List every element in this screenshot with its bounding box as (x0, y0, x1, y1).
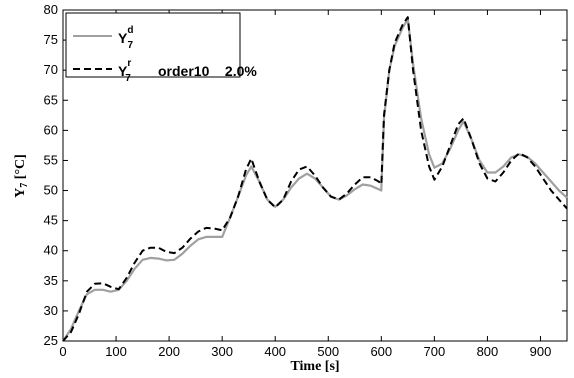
x-tick-label: 700 (424, 344, 446, 359)
y-tick-label: 30 (44, 303, 58, 318)
x-tick-label: 200 (158, 344, 180, 359)
y-tick-label: 40 (44, 243, 58, 258)
legend-label-series-1-main: Y (118, 30, 128, 46)
y-axis-title-unit: [°C] (13, 154, 28, 183)
y-axis-title-main: Y (13, 188, 28, 198)
y-tick-label: 60 (44, 122, 58, 137)
y-axis-title: Y7 [°C] (13, 154, 30, 198)
x-tick-label: 300 (211, 344, 233, 359)
y-tick-label: 45 (44, 213, 58, 228)
y-tick-label: 50 (44, 183, 58, 198)
legend-label-series-2-sub: 7 (125, 73, 131, 84)
x-tick-label: 600 (370, 344, 392, 359)
y-tick-label: 35 (44, 273, 58, 288)
legend-label-series-1: Yd 7 (118, 25, 133, 51)
legend-label-series-1-sup: d (127, 25, 133, 36)
x-tick-label: 800 (477, 344, 499, 359)
x-tick-label: 0 (59, 344, 66, 359)
y-tick-label: 65 (44, 92, 58, 107)
legend-label-series-1-sub: 7 (127, 40, 133, 51)
legend-label-series-2-extra: order10 2.0% (158, 63, 257, 79)
x-tick-label: 500 (317, 344, 339, 359)
x-tick-label: 900 (530, 344, 552, 359)
legend-box (65, 12, 241, 78)
legend: Yd 7 Yr 7 order10 2.0% (65, 12, 257, 84)
legend-label-series-2: Yr 7 order10 2.0% (118, 58, 257, 84)
series-layer (62, 16, 568, 342)
y-tick-label: 25 (44, 333, 58, 348)
y-tick-label: 75 (44, 32, 58, 47)
legend-label-series-2-main: Y (118, 63, 128, 79)
y-tick-label: 80 (44, 2, 58, 17)
legend-label-series-2-sup: r (127, 58, 131, 69)
x-tick-label: 100 (105, 344, 127, 359)
y-tick-label: 70 (44, 62, 58, 77)
y-axis-title-sub: 7 (19, 183, 30, 188)
axis-ticks: 0 100 200 300 400 500 600 700 800 900 25 30 35 40 45 50… (44, 2, 567, 359)
x-axis-title: Time [s] (290, 359, 339, 374)
series-line-2 (62, 16, 568, 342)
x-tick-label: 400 (264, 344, 286, 359)
y-tick-label: 55 (44, 152, 58, 167)
